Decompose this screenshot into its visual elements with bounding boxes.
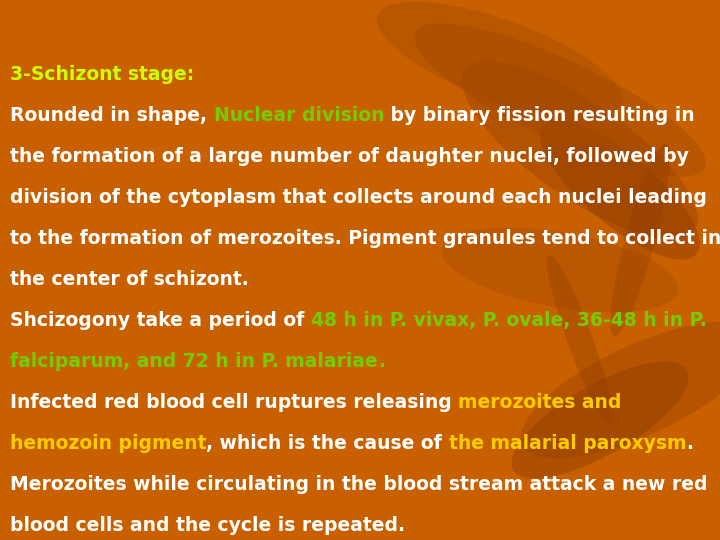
Text: Infected red blood cell ruptures releasing: Infected red blood cell ruptures releasi… [10,393,458,412]
Text: 48 h in P. vivax, P. ovale, 36-48 h in P.: 48 h in P. vivax, P. ovale, 36-48 h in P… [311,311,706,330]
Text: Nuclear division: Nuclear division [214,106,384,125]
Text: the formation of a large number of daughter nuclei, followed by: the formation of a large number of daugh… [10,147,689,166]
Text: .: . [686,434,693,453]
Ellipse shape [512,361,688,478]
Text: Rounded in shape,: Rounded in shape, [10,106,214,125]
Ellipse shape [441,227,678,313]
Text: , which is the cause of: , which is the cause of [207,434,449,453]
Ellipse shape [540,120,700,260]
Ellipse shape [611,143,670,336]
Ellipse shape [462,61,698,239]
Text: .: . [378,352,384,371]
Ellipse shape [377,2,623,118]
Text: 3-Schizont stage:: 3-Schizont stage: [10,65,194,84]
Ellipse shape [521,322,720,458]
Text: merozoites and: merozoites and [458,393,621,412]
Text: blood cells and the cycle is repeated.: blood cells and the cycle is repeated. [10,516,405,535]
Text: hemozoin pigment: hemozoin pigment [10,434,207,453]
Ellipse shape [547,255,613,424]
Text: falciparum, and 72 h in P. malariae: falciparum, and 72 h in P. malariae [10,352,378,371]
Text: Shcizogony take a period of: Shcizogony take a period of [10,311,311,330]
Ellipse shape [414,23,706,177]
Text: the malarial paroxysm: the malarial paroxysm [449,434,686,453]
Text: to the formation of merozoites. Pigment granules tend to collect in: to the formation of merozoites. Pigment … [10,229,720,248]
Text: the center of schizont.: the center of schizont. [10,270,248,289]
Text: by binary fission resulting in: by binary fission resulting in [384,106,695,125]
Text: division of the cytoplasm that collects around each nuclei leading: division of the cytoplasm that collects … [10,188,707,207]
Text: Merozoites while circulating in the blood stream attack a new red: Merozoites while circulating in the bloo… [10,475,708,494]
